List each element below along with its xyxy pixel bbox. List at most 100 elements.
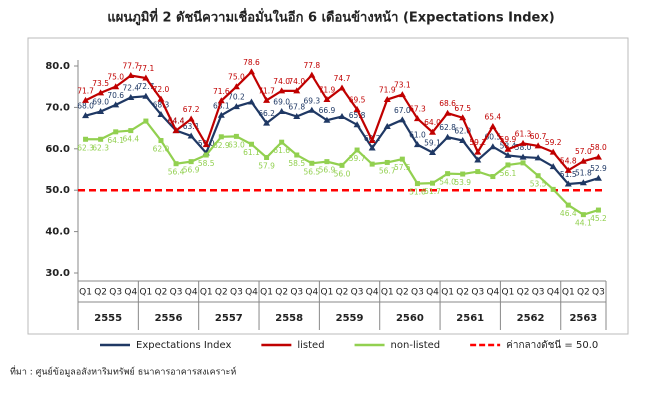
- value-label: 64.4: [168, 117, 185, 126]
- x-group-label: 2563: [569, 313, 597, 324]
- marker: [323, 116, 331, 123]
- value-label: 62.8: [439, 123, 456, 132]
- marker: [127, 93, 135, 100]
- marker: [519, 153, 527, 160]
- marker: [579, 179, 587, 186]
- value-label: 69.5: [349, 95, 366, 104]
- marker: [384, 159, 390, 165]
- x-group-label: 2558: [275, 313, 303, 324]
- value-label: 54.0: [439, 178, 456, 187]
- marker: [247, 98, 255, 105]
- value-label: 70.2: [228, 93, 245, 102]
- value-label: 58.5: [198, 159, 215, 168]
- marker: [474, 148, 482, 155]
- y-tick-label: 60.0: [45, 144, 70, 155]
- marker: [368, 137, 376, 144]
- value-label: 67.5: [454, 104, 471, 113]
- marker: [338, 113, 346, 120]
- marker: [187, 132, 195, 139]
- marker: [128, 128, 134, 134]
- marker: [505, 162, 511, 168]
- marker: [580, 212, 586, 218]
- value-label: 64.1: [107, 136, 124, 145]
- value-label: 58.0: [590, 143, 607, 152]
- x-tick-label: Q4: [486, 288, 499, 298]
- value-label: 45.2: [590, 214, 607, 223]
- x-tick-label: Q3: [532, 288, 545, 298]
- value-label: 73.5: [92, 79, 109, 88]
- x-tick-label: Q3: [411, 288, 424, 298]
- value-label: 73.1: [394, 81, 411, 90]
- x-tick-label: Q3: [592, 288, 605, 298]
- value-label: 59.2: [469, 138, 486, 147]
- marker: [203, 152, 209, 158]
- marker: [353, 105, 361, 112]
- y-tick-label: 70.0: [45, 102, 70, 113]
- x-tick-label: Q3: [170, 288, 183, 298]
- value-label: 57.9: [258, 161, 275, 170]
- marker: [217, 111, 225, 118]
- marker: [158, 138, 164, 144]
- x-tick-label: Q2: [517, 288, 530, 298]
- marker: [369, 161, 375, 167]
- x-group-label: 2559: [336, 313, 364, 324]
- value-label: 69.0: [273, 98, 290, 107]
- marker: [430, 180, 436, 186]
- value-label: 71.7: [258, 86, 275, 95]
- marker: [444, 133, 452, 140]
- value-label: 60.5: [485, 133, 502, 142]
- marker: [519, 139, 527, 146]
- marker: [383, 96, 391, 103]
- value-label: 63.1: [183, 122, 200, 131]
- marker: [82, 96, 90, 103]
- value-label: 56.4: [168, 168, 185, 177]
- value-label: 57.5: [394, 163, 411, 172]
- marker: [294, 152, 300, 158]
- marker: [490, 174, 496, 180]
- marker: [445, 171, 451, 177]
- value-label: 69.3: [303, 96, 320, 105]
- value-label: 78.6: [243, 58, 260, 67]
- x-tick-label: Q3: [230, 288, 243, 298]
- value-label: 71.6: [213, 87, 230, 96]
- chart-title: แผนภูมิที่ 2 ดัชนีความเชื่อมั่นในอีก 6 เ…: [107, 8, 554, 26]
- marker: [188, 159, 194, 165]
- marker: [97, 108, 105, 115]
- marker: [594, 174, 602, 181]
- value-label: 60.7: [530, 132, 547, 141]
- value-label: 72.4: [122, 83, 139, 92]
- x-tick-label: Q4: [426, 288, 439, 298]
- value-label: 67.3: [409, 105, 426, 114]
- value-label: 67.2: [183, 105, 200, 114]
- marker: [550, 186, 556, 192]
- x-tick-label: Q1: [441, 288, 454, 298]
- marker: [383, 122, 391, 129]
- marker: [549, 148, 557, 155]
- x-group-label: 2556: [155, 313, 183, 324]
- value-label: 61.1: [243, 148, 260, 157]
- value-label: 56.9: [183, 166, 200, 175]
- marker: [534, 154, 542, 161]
- marker: [187, 115, 195, 122]
- marker: [263, 119, 271, 126]
- legend-label: listed: [297, 340, 324, 351]
- x-tick-label: Q2: [396, 288, 409, 298]
- value-label: 58.0: [515, 143, 532, 152]
- x-tick-label: Q4: [547, 288, 560, 298]
- marker: [489, 122, 497, 129]
- value-label: 71.9: [379, 86, 396, 95]
- marker: [534, 142, 542, 149]
- value-label: 56.9: [319, 166, 336, 175]
- marker: [83, 136, 89, 142]
- value-label: 46.4: [560, 209, 577, 218]
- value-label: 68.6: [439, 99, 456, 108]
- marker: [127, 72, 135, 79]
- legend-label: Expectations Index: [136, 340, 231, 351]
- y-tick-label: 50.0: [45, 185, 70, 196]
- marker: [398, 116, 406, 123]
- marker: [232, 103, 240, 110]
- value-label: 65.8: [349, 111, 366, 120]
- marker: [475, 169, 481, 175]
- marker: [549, 163, 557, 170]
- marker: [293, 113, 301, 120]
